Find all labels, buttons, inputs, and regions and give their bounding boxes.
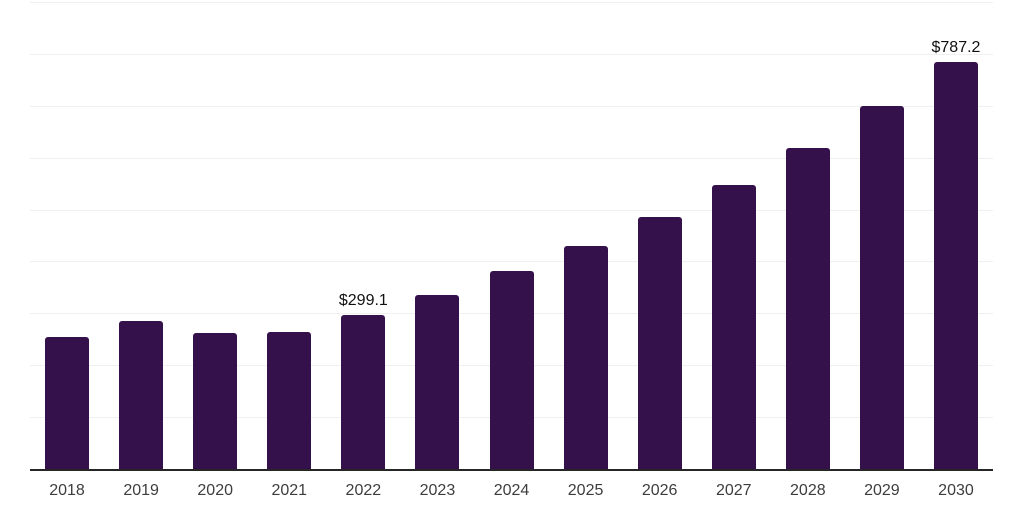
gridline-400 [30, 261, 993, 263]
gridline-600 [30, 157, 993, 159]
x-axis-line [30, 469, 993, 471]
bar-2030 [933, 61, 978, 470]
bar-slot-2019 [104, 3, 178, 470]
bar-value-label-2022: $299.1 [338, 291, 388, 309]
x-tick-2026: 2026 [641, 482, 678, 499]
bar-2025 [563, 246, 608, 470]
bar-slot-2026 [623, 3, 697, 470]
x-tick-2028: 2028 [790, 482, 826, 499]
x-tick-2025: 2025 [567, 482, 604, 499]
bar-2027 [711, 184, 756, 470]
bar-slot-2025 [549, 3, 623, 470]
x-tick-2030: 2030 [938, 482, 974, 499]
bar-2020 [193, 333, 238, 470]
x-tick-2019: 2019 [123, 482, 159, 499]
x-tick-2029: 2029 [864, 482, 900, 499]
gridline-500 [30, 209, 993, 211]
bar-slot-2022: $299.1 [326, 3, 400, 470]
bar-slot-2023 [400, 3, 474, 470]
gridline-900 [30, 2, 993, 3]
bar-2029 [859, 106, 904, 470]
bar-slot-2030: $787.2 [919, 3, 993, 470]
gridline-700 [30, 105, 993, 107]
bar-2023 [415, 294, 460, 470]
bar-slot-2024 [474, 3, 548, 470]
x-tick-2027: 2027 [715, 482, 752, 499]
plot-area: $299.1 $787.2 [30, 2, 993, 471]
x-axis-tick-labels: 2018 2019 2020 2021 2022 2023 2024 2025 2026 2027… [30, 481, 993, 500]
x-tick-2024: 2024 [493, 482, 530, 499]
bar-2018 [45, 337, 90, 470]
bar-2021 [267, 331, 312, 470]
x-tick-2023: 2023 [419, 482, 456, 499]
bar-slot-2020 [178, 3, 252, 470]
x-tick-2022: 2022 [345, 482, 382, 499]
bar-2022 [341, 314, 386, 470]
bar-2024 [489, 270, 534, 470]
bar-2026 [637, 216, 682, 470]
bar-slot-2027 [697, 3, 771, 470]
x-tick-2021: 2021 [271, 482, 308, 499]
bar-2019 [119, 320, 164, 470]
x-tick-2018: 2018 [49, 482, 85, 499]
bars: $299.1 $787.2 [30, 3, 993, 470]
bar-value-label-2030: $787.2 [931, 38, 981, 56]
bar-slot-2018 [30, 3, 104, 470]
bar-slot-2028 [771, 3, 845, 470]
bar-slot-2021 [252, 3, 326, 470]
gridline-800 [30, 53, 993, 55]
x-tick-2020: 2020 [197, 482, 233, 499]
bar-slot-2029 [845, 3, 919, 470]
bar-2028 [785, 148, 830, 470]
